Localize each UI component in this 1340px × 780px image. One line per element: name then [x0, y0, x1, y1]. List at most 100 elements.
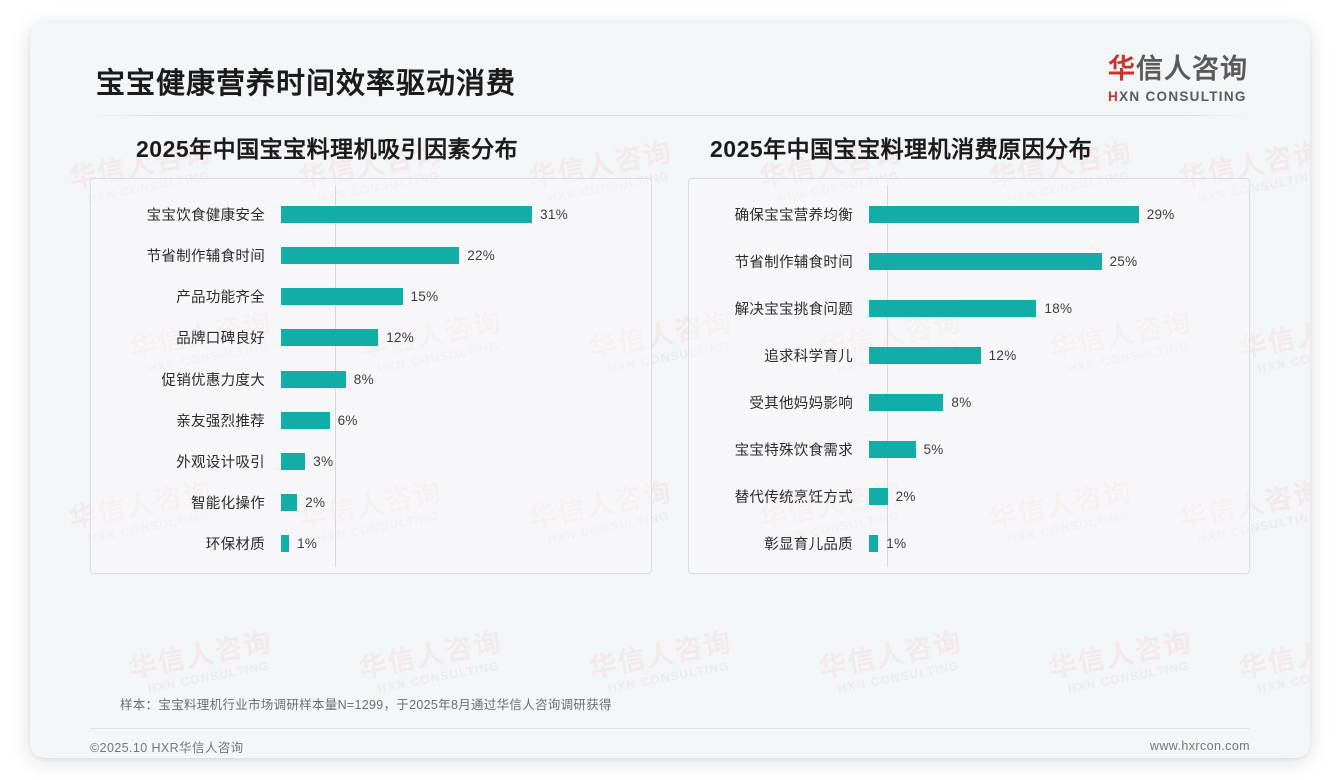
bar-value-label: 15% — [410, 289, 439, 305]
chart-title-left: 2025年中国宝宝料理机吸引因素分布 — [136, 136, 519, 162]
bar-segment — [281, 535, 290, 552]
bar-segment — [281, 329, 379, 347]
bar-row: 智能化操作 2% — [91, 493, 651, 512]
bar-value-label: 2% — [895, 489, 916, 504]
slide-footer: ©2025.10 HXR华信人咨询 www.hxrcon.com — [90, 729, 1250, 758]
chart-panel-attraction-factors: 2025年中国宝宝料理机吸引因素分布 宝宝饮食健康安全 31% 节省制作辅食时间 22… — [30, 116, 670, 676]
bar-track: 3% — [281, 452, 651, 470]
bar-row: 替代传统烹饪方式 2% — [689, 487, 1249, 506]
bar-track: 8% — [281, 370, 651, 388]
bar-value-label: 29% — [1146, 207, 1175, 222]
footer-divider — [90, 728, 1250, 729]
bar-category-label: 促销优惠力度大 — [161, 372, 265, 389]
bar-category-label: 智能化操作 — [191, 495, 265, 512]
bar-category-label: 品牌口碑良好 — [176, 331, 265, 348]
bar-row: 外观设计吸引 3% — [91, 452, 651, 471]
bar-track: 5% — [869, 441, 1249, 458]
bar-value-label: 5% — [923, 442, 944, 457]
bar-segment — [869, 347, 981, 364]
bar-category-label: 产品功能齐全 — [176, 290, 265, 307]
bar-track: 15% — [281, 288, 651, 306]
bar-value-label: 25% — [1109, 254, 1138, 269]
bar-row: 解决宝宝挑食问题 18% — [689, 299, 1249, 318]
bar-value-label: 3% — [313, 453, 334, 469]
bar-value-label: 22% — [467, 248, 496, 264]
bar-track: 6% — [281, 411, 651, 429]
bar-track: 25% — [869, 253, 1249, 270]
slide-card: 华信人咨询 HXN CONSULTING 华信人咨询 HXN CONSULTING 华信… — [30, 22, 1310, 758]
bar-track: 29% — [869, 206, 1249, 223]
bar-value-label: 8% — [353, 371, 374, 387]
page-title: 宝宝健康营养时间效率驱动消费 — [96, 68, 517, 100]
bar-category-label: 彰显育儿品质 — [764, 537, 853, 553]
bar-segment — [869, 488, 888, 505]
bar-track: 31% — [281, 206, 651, 223]
bar-segment — [281, 411, 330, 429]
bar-segment — [869, 441, 916, 458]
bar-segment — [281, 370, 346, 388]
bar-category-label: 追求科学育儿 — [764, 349, 853, 365]
bar-track: 2% — [281, 493, 651, 511]
bar-row: 节省制作辅食时间 22% — [91, 246, 651, 265]
bar-segment — [869, 253, 1102, 270]
bar-row: 节省制作辅食时间 25% — [689, 252, 1249, 271]
bar-row: 宝宝特殊饮食需求 5% — [689, 440, 1249, 459]
logo-chinese-text: 华信人咨询 — [1108, 56, 1248, 83]
bar-segment — [281, 452, 306, 470]
bar-category-label: 受其他妈妈影响 — [749, 396, 853, 412]
bar-row: 促销优惠力度大 8% — [91, 370, 651, 389]
bar-category-label: 环保材质 — [205, 537, 265, 553]
bar-track: 22% — [281, 247, 651, 265]
bar-rows-left: 宝宝饮食健康安全 31% 节省制作辅食时间 22% 产品功能齐全 15% 品牌口碑良好 12%… — [91, 205, 651, 553]
bar-track: 2% — [869, 488, 1249, 505]
bar-category-label: 亲友强烈推荐 — [176, 413, 265, 430]
bar-track: 12% — [869, 347, 1249, 364]
chart-plot-area-right: 确保宝宝营养均衡 29% 节省制作辅食时间 25% 解决宝宝挑食问题 18% 追求科学育儿 1… — [688, 178, 1250, 574]
bar-category-label: 解决宝宝挑食问题 — [734, 302, 853, 318]
bar-row: 受其他妈妈影响 8% — [689, 393, 1249, 412]
bar-value-label: 12% — [988, 348, 1017, 363]
bar-category-label: 确保宝宝营养均衡 — [734, 208, 853, 224]
website-url: www.hxrcon.com — [1149, 739, 1250, 753]
bar-segment — [281, 493, 298, 511]
chart-panel-purchase-reasons: 2025年中国宝宝料理机消费原因分布 确保宝宝营养均衡 29% 节省制作辅食时间 25… — [670, 116, 1310, 676]
bar-category-label: 节省制作辅食时间 — [146, 249, 265, 266]
logo-en-accent-char: H — [1108, 89, 1120, 104]
bar-segment — [869, 300, 1037, 317]
bar-row: 追求科学育儿 12% — [689, 346, 1249, 365]
bar-value-label: 1% — [886, 536, 907, 551]
bar-segment — [869, 394, 944, 411]
bar-value-label: 6% — [337, 412, 358, 428]
logo-accent-char: 华 — [1108, 54, 1136, 84]
bar-row: 确保宝宝营养均衡 29% — [689, 205, 1249, 224]
bar-row: 宝宝饮食健康安全 31% — [91, 205, 651, 224]
brand-logo: 华信人咨询 HXN CONSULTING — [1108, 56, 1248, 104]
bar-value-label: 2% — [305, 494, 326, 510]
logo-en-rest: XN CONSULTING — [1119, 89, 1247, 104]
bar-track: 12% — [281, 329, 651, 347]
bar-category-label: 外观设计吸引 — [176, 454, 265, 471]
bar-segment — [869, 206, 1139, 223]
bar-category-label: 节省制作辅食时间 — [734, 255, 853, 271]
bar-value-label: 18% — [1044, 301, 1073, 316]
bar-category-label: 替代传统烹饪方式 — [734, 490, 853, 506]
bar-value-label: 31% — [540, 207, 569, 222]
bar-segment — [281, 247, 460, 265]
bar-category-label: 宝宝特殊饮食需求 — [734, 443, 853, 459]
logo-rest-chars: 信人咨询 — [1136, 54, 1248, 84]
bar-segment — [281, 206, 533, 223]
logo-english-text: HXN CONSULTING — [1108, 90, 1248, 104]
bar-row: 彰显育儿品质 1% — [689, 534, 1249, 553]
slide-header: 宝宝健康营养时间效率驱动消费 华信人咨询 HXN CONSULTING — [30, 22, 1310, 116]
axis-line-right — [887, 185, 888, 567]
bar-row: 环保材质 1% — [91, 534, 651, 553]
bar-segment — [869, 535, 879, 552]
bar-value-label: 12% — [386, 330, 415, 346]
charts-container: 2025年中国宝宝料理机吸引因素分布 宝宝饮食健康安全 31% 节省制作辅食时间 22… — [30, 116, 1310, 676]
bar-category-label: 宝宝饮食健康安全 — [146, 208, 265, 224]
copyright-text: ©2025.10 HXR华信人咨询 — [90, 740, 244, 755]
sample-footnote: 样本：宝宝料理机行业市场调研样本量N=1299，于2025年8月通过华信人咨询调… — [120, 698, 612, 712]
bar-row: 品牌口碑良好 12% — [91, 328, 651, 347]
bar-track: 18% — [869, 300, 1249, 317]
bar-track: 1% — [869, 535, 1249, 552]
